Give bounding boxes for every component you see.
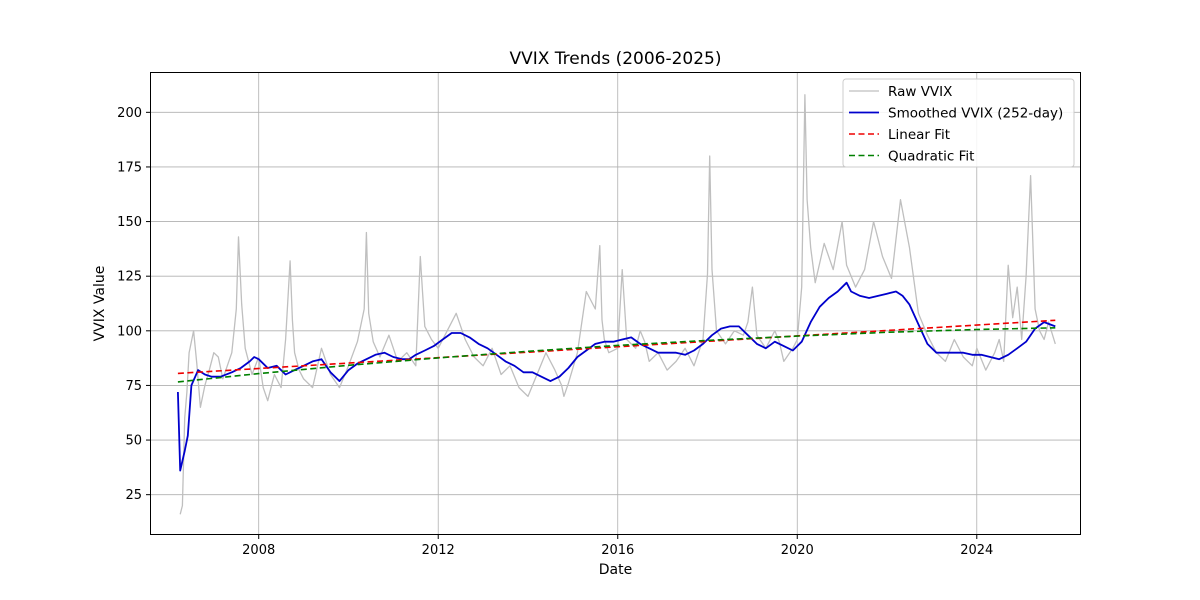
legend-box [842, 78, 1075, 168]
x-axis-label: Date [599, 562, 632, 578]
quadratic-fit-line [177, 327, 1056, 383]
raw-vvix-line [179, 94, 1056, 515]
series-group [177, 94, 1056, 515]
y-tick-label: 25 [125, 488, 142, 503]
legend-label: Raw VVIX [888, 84, 952, 100]
y-tick-label: 125 [117, 270, 142, 285]
x-tick-label: 2008 [242, 543, 275, 558]
x-tick-label: 2016 [601, 543, 634, 558]
axes: 2008 2012 2016 2020 2024 25 50 75 100 125 150 175 20… [117, 106, 993, 558]
legend-label: Quadratic Fit [888, 149, 974, 165]
y-tick-label: 100 [117, 324, 142, 339]
y-tick-label: 150 [117, 215, 142, 230]
x-tick-label: 2020 [781, 543, 814, 558]
y-tick-label: 75 [125, 379, 142, 394]
y-tick-label: 50 [125, 434, 142, 449]
x-tick-label: 2024 [960, 543, 993, 558]
x-tick-label: 2012 [422, 543, 455, 558]
y-tick-label: 200 [117, 106, 142, 121]
y-tick-label: 175 [117, 160, 142, 175]
plot-frame [150, 72, 1081, 535]
y-axis-label: VVIX Value [92, 266, 108, 342]
grid [151, 73, 1080, 534]
linear-fit-line [177, 319, 1056, 375]
legend-label: Smoothed VVIX (252-day) [888, 106, 1063, 122]
legend-label: Linear Fit [888, 127, 950, 143]
chart-title: VVIX Trends (2006-2025) [509, 49, 721, 69]
legend: Raw VVIX Smoothed VVIX (252-day) Linear Fi… [842, 78, 1075, 168]
